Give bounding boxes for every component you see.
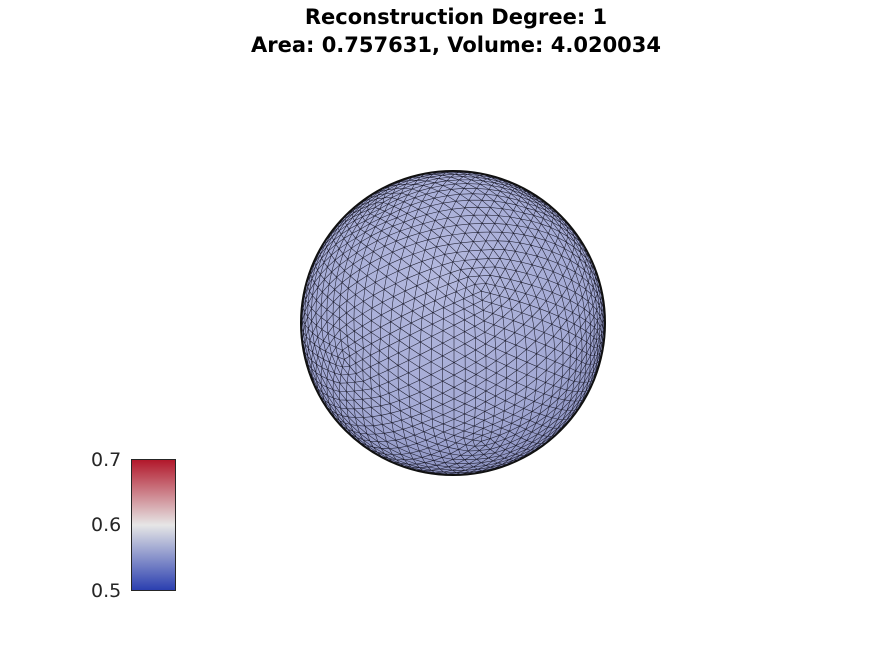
colorbar-tick-label: 0.5 [91, 580, 122, 602]
colorbar-tick-label: 0.6 [91, 514, 122, 536]
colorbar [131, 459, 176, 591]
sphere-surface [301, 171, 605, 475]
figure-title-line-2: Area: 0.757631, Volume: 4.020034 [250, 33, 662, 57]
colorbar-tick-label: 0.7 [91, 449, 122, 471]
sphere-outline [300, 170, 606, 476]
figure-title-line-1: Reconstruction Degree: 1 [304, 5, 608, 29]
